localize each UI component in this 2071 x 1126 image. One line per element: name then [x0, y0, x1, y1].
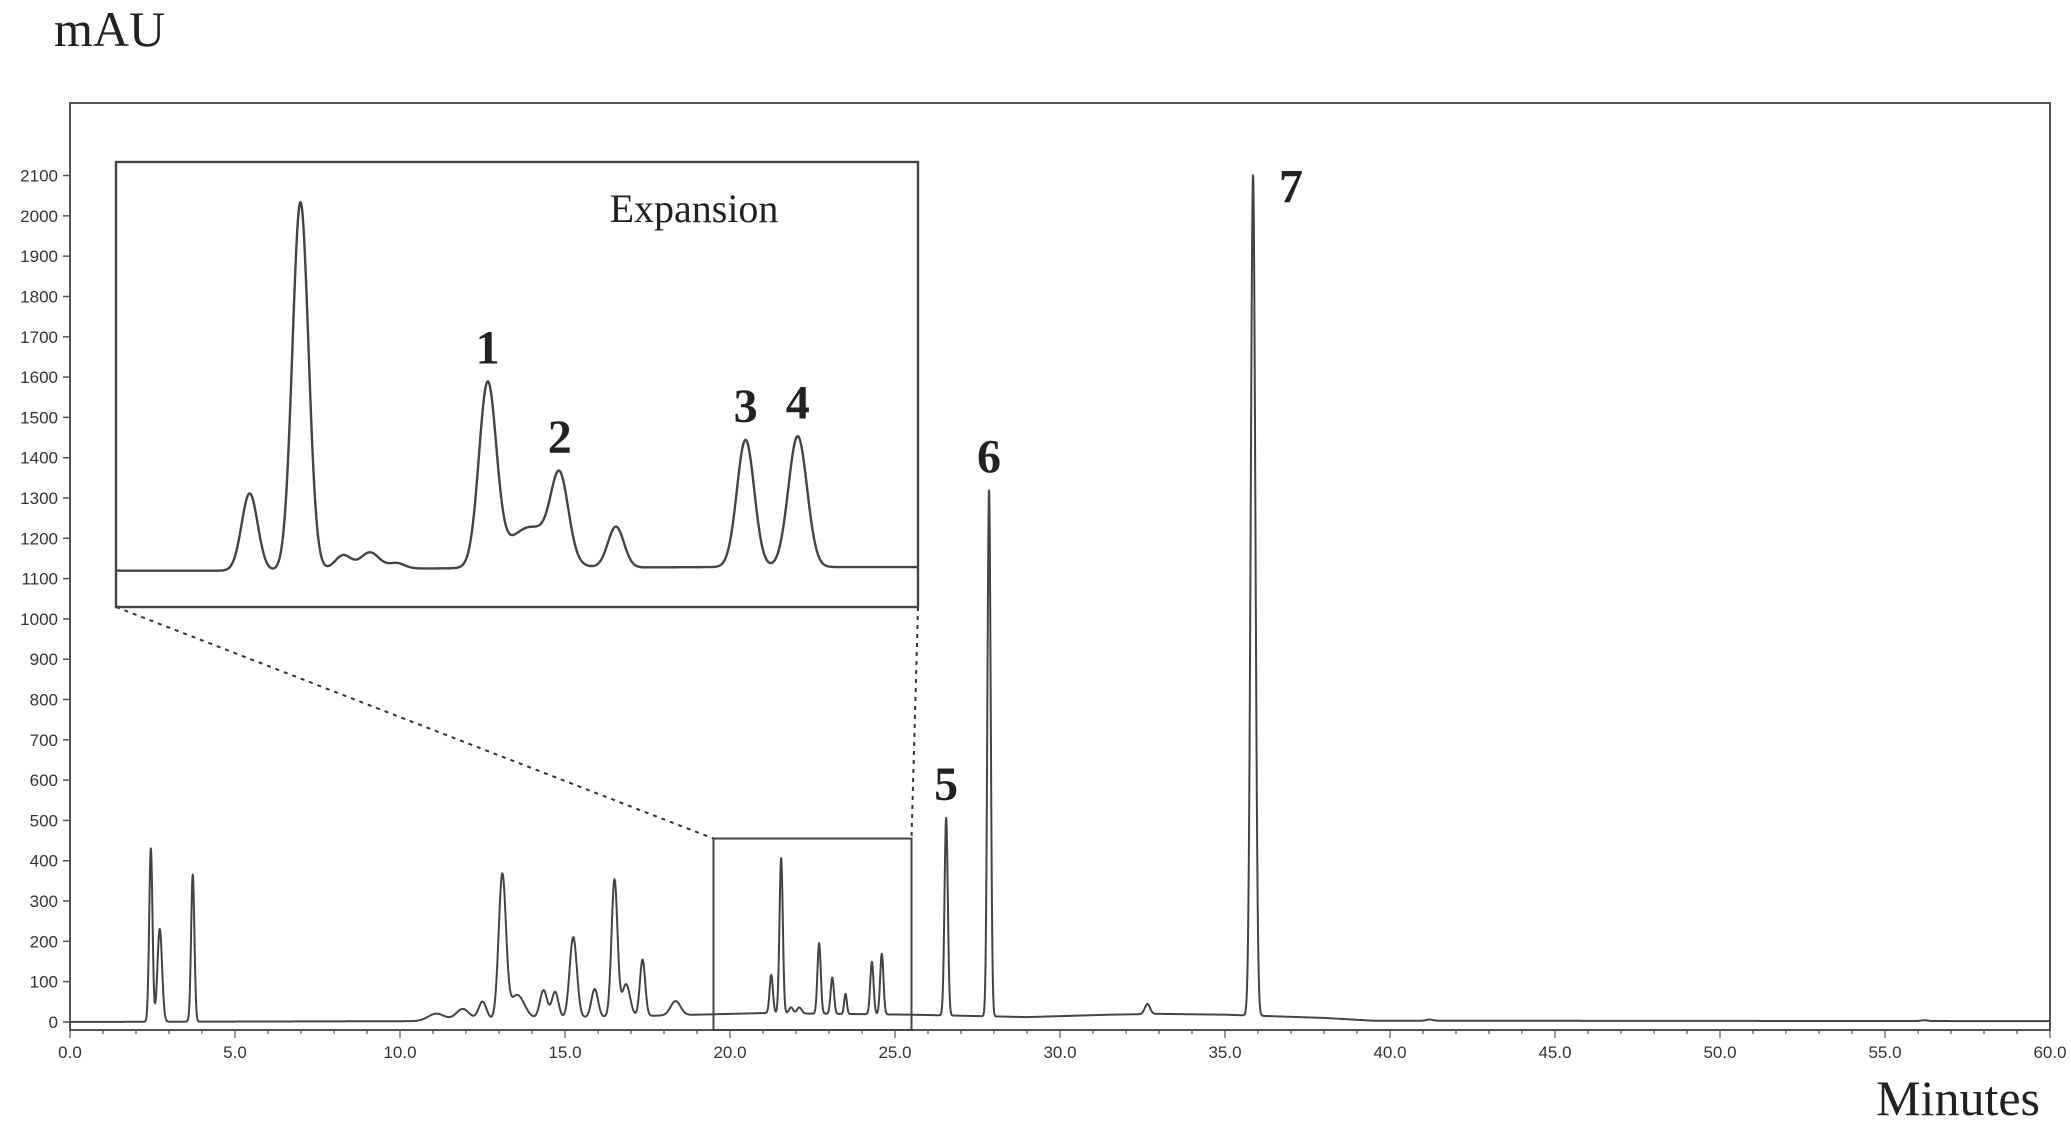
y-tick-label: 600 — [30, 771, 58, 790]
x-tick-label: 40.0 — [1373, 1043, 1406, 1062]
y-axis-unit-label: mAU — [54, 1, 165, 57]
x-axis-unit-label: Minutes — [1876, 1070, 2040, 1126]
inset-chromatogram-trace — [115, 201, 919, 572]
y-tick-label: 2000 — [20, 207, 58, 226]
x-tick-label: 15.0 — [548, 1043, 581, 1062]
x-tick-label: 30.0 — [1043, 1043, 1076, 1062]
peak-label-2: 2 — [548, 411, 572, 464]
y-axis: 0 100 200 300 400 500 600 700 800 900 1000 1100 1200… — [20, 167, 70, 1032]
zoom-indicator — [115, 606, 919, 1031]
x-tick-label: 20.0 — [713, 1043, 746, 1062]
x-tick-label: 5.0 — [223, 1043, 247, 1062]
peak-label-4: 4 — [786, 376, 810, 429]
y-tick-label: 1800 — [20, 287, 58, 306]
chromatogram-trace — [69, 174, 2051, 1023]
y-tick-label: 1500 — [20, 408, 58, 427]
y-tick-label: 1000 — [20, 610, 58, 629]
y-tick-label: 1200 — [20, 529, 58, 548]
x-tick-label: 60.0 — [2033, 1043, 2066, 1062]
y-tick-label: 1100 — [21, 570, 58, 589]
y-tick-label: 1600 — [20, 368, 58, 387]
y-tick-label: 500 — [30, 811, 58, 830]
zoom-connector-right — [910, 606, 919, 839]
y-tick-label: 700 — [30, 731, 58, 750]
x-tick-label: 25.0 — [878, 1043, 911, 1062]
peak-label-1: 1 — [476, 321, 500, 374]
y-tick-label: 200 — [30, 932, 58, 951]
inset-title: Expansion — [610, 186, 779, 231]
y-tick-label: 0 — [49, 1013, 58, 1032]
x-tick-label: 35.0 — [1208, 1043, 1241, 1062]
x-axis: 0.0 5.0 10.0 15.0 20.0 25.0 30.0 35.0 40.0 45.0 50… — [58, 1030, 2067, 1062]
x-tick-label: 55.0 — [1868, 1043, 1901, 1062]
y-tick-label: 1400 — [20, 449, 58, 468]
y-tick-label: 1700 — [20, 328, 58, 347]
y-tick-label: 800 — [30, 691, 58, 710]
y-tick-label: 1900 — [20, 247, 58, 266]
peak-label-6: 6 — [977, 430, 1001, 483]
y-tick-label: 400 — [30, 852, 58, 871]
y-tick-label: 300 — [30, 892, 58, 911]
y-tick-label: 900 — [30, 650, 58, 669]
peak-label-7: 7 — [1279, 160, 1303, 213]
x-tick-label: 0.0 — [58, 1043, 82, 1062]
y-tick-label: 2100 — [20, 167, 58, 186]
peak-label-5: 5 — [934, 758, 958, 811]
y-tick-label: 1300 — [20, 489, 58, 508]
x-tick-label: 50.0 — [1703, 1043, 1736, 1062]
expansion-inset: Expansion — [114, 160, 920, 609]
peak-label-3: 3 — [734, 380, 758, 433]
zoom-connector-left — [115, 606, 714, 840]
x-tick-label: 10.0 — [383, 1043, 416, 1062]
x-tick-label: 45.0 — [1538, 1043, 1571, 1062]
y-tick-label: 100 — [30, 973, 58, 992]
zoom-box — [712, 837, 913, 1031]
